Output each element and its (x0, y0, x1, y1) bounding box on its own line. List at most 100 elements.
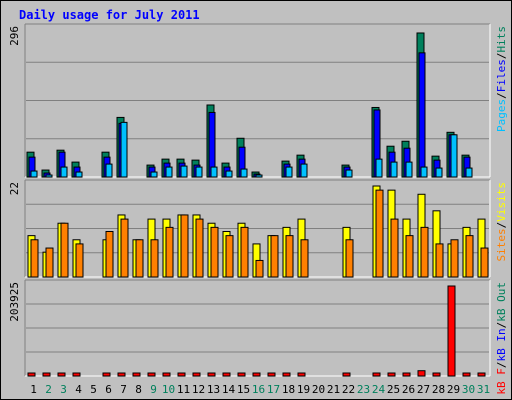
pages-bar-day-4 (75, 171, 83, 178)
x-tick-label-day-9: 9 (150, 383, 157, 396)
pages-bar-day-22 (345, 169, 353, 178)
legend-hits-files-pages-item: / (495, 53, 508, 60)
x-tick-label-day-2: 2 (45, 383, 52, 396)
legend-hits-files-pages-item: Files (495, 59, 508, 92)
sites-bar-day-14 (225, 235, 234, 278)
x-tick-label-day-3: 3 (60, 383, 67, 396)
x-tick-label-day-14: 14 (222, 383, 236, 396)
pages-bar-day-25 (390, 161, 398, 178)
legend-hits-files-pages-item: / (495, 92, 508, 99)
legend-kbytes-item: / (495, 362, 508, 369)
legend-kbytes-item: kB In (495, 328, 508, 361)
legend-kbytes-item: kB Out (495, 282, 508, 322)
x-tick-label-day-17: 17 (267, 383, 280, 396)
sites-bar-day-1 (30, 239, 39, 278)
kb-bar-day-4 (72, 372, 81, 377)
kb-bar-day-10 (162, 372, 171, 377)
sites-bar-day-17 (270, 235, 279, 278)
kb-bar-day-11 (177, 372, 186, 377)
sites-bar-day-4 (75, 243, 84, 278)
kb-bar-day-7 (117, 372, 126, 377)
sites-bar-day-6 (105, 231, 114, 278)
pages-bar-day-15 (240, 168, 248, 178)
pages-bar-day-2 (45, 174, 53, 178)
kb-bar-day-19 (297, 372, 306, 377)
x-tick-label-day-7: 7 (120, 383, 127, 396)
x-tick-label-day-15: 15 (237, 383, 250, 396)
kb-bar-day-12 (192, 372, 201, 377)
sites-bar-day-28 (435, 243, 444, 278)
pages-bar-day-29 (450, 134, 458, 178)
y-max-label-3: 203925 (8, 282, 21, 322)
kb-bar-day-18 (282, 372, 291, 377)
x-tick-label-day-18: 18 (282, 383, 295, 396)
sites-bar-day-15 (240, 226, 249, 278)
pages-bar-day-12 (195, 166, 203, 178)
x-tick-label-day-25: 25 (387, 383, 400, 396)
x-tick-label-day-1: 1 (30, 383, 37, 396)
sites-bar-day-29 (450, 239, 459, 278)
y-max-label-2: 22 (8, 182, 21, 195)
legend-kbytes-item: / (495, 322, 508, 329)
pages-bar-day-3 (60, 166, 68, 178)
kb-bar-day-16 (252, 372, 261, 377)
pages-bar-day-9 (150, 171, 158, 178)
kb-bar-day-14 (222, 372, 231, 377)
sites-bar-day-25 (390, 218, 399, 278)
x-tick-label-day-10: 10 (162, 383, 175, 396)
x-tick-label-day-11: 11 (177, 383, 190, 396)
pages-bar-day-6 (105, 163, 113, 178)
sites-bar-day-22 (345, 239, 354, 278)
x-tick-label-day-20: 20 (312, 383, 325, 396)
sites-bar-day-16 (255, 259, 264, 278)
sites-bar-day-2 (45, 247, 54, 278)
kb-bar-day-3 (57, 372, 66, 377)
pages-bar-day-10 (165, 166, 173, 178)
files-bar-day-27 (418, 52, 426, 178)
kb-bar-day-22 (342, 372, 351, 377)
kb-bar-day-31 (477, 372, 486, 377)
kb-bar-day-6 (102, 372, 111, 377)
sites-bar-day-13 (210, 226, 219, 278)
sites-bar-day-26 (405, 235, 414, 278)
pages-bar-day-24 (375, 158, 383, 178)
kb-bar-day-15 (237, 372, 246, 377)
kb-bar-day-27 (417, 370, 426, 377)
kb-bar-day-24 (372, 372, 381, 377)
sites-bar-day-31 (480, 247, 489, 278)
sites-bar-day-12 (195, 218, 204, 278)
legend-hits-files-pages-item: Pages (495, 99, 508, 132)
pages-bar-day-14 (225, 170, 233, 178)
legend-visits-sites-item: / (495, 222, 508, 229)
sites-bar-day-27 (420, 226, 429, 278)
pages-bar-day-26 (405, 161, 413, 178)
pages-bar-day-1 (30, 170, 38, 178)
legend-hits-files-pages: Pages/Files/Hits (495, 26, 508, 132)
pages-bar-day-19 (300, 163, 308, 178)
pages-bar-day-13 (210, 166, 218, 178)
x-tick-label-day-30: 30 (462, 383, 475, 396)
pages-bar-day-7 (120, 121, 128, 178)
legend-hits-files-pages-item: Hits (495, 26, 508, 53)
kb-bar-day-29 (447, 285, 456, 377)
legend-kbytes: kB F/kB In/kB Out (495, 282, 508, 395)
x-tick-label-day-12: 12 (192, 383, 205, 396)
x-tick-label-day-16: 16 (252, 383, 265, 396)
x-tick-label-day-22: 22 (342, 383, 355, 396)
x-tick-label-day-26: 26 (402, 383, 415, 396)
x-tick-label-day-8: 8 (135, 383, 142, 396)
x-tick-label-day-31: 31 (477, 383, 490, 396)
kb-bar-day-13 (207, 372, 216, 377)
x-tick-label-day-24: 24 (372, 383, 386, 396)
pages-bar-day-16 (255, 174, 263, 178)
legend-kbytes-item: kB F (495, 368, 508, 395)
pages-bar-day-28 (435, 167, 443, 178)
x-tick-label-day-28: 28 (432, 383, 445, 396)
sites-bar-day-11 (180, 214, 189, 278)
kb-bar-day-2 (42, 372, 51, 377)
x-tick-label-day-6: 6 (105, 383, 112, 396)
x-tick-label-day-5: 5 (90, 383, 97, 396)
pages-bar-day-11 (180, 165, 188, 178)
kb-bar-day-28 (432, 372, 441, 377)
x-tick-label-day-23: 23 (357, 383, 370, 396)
